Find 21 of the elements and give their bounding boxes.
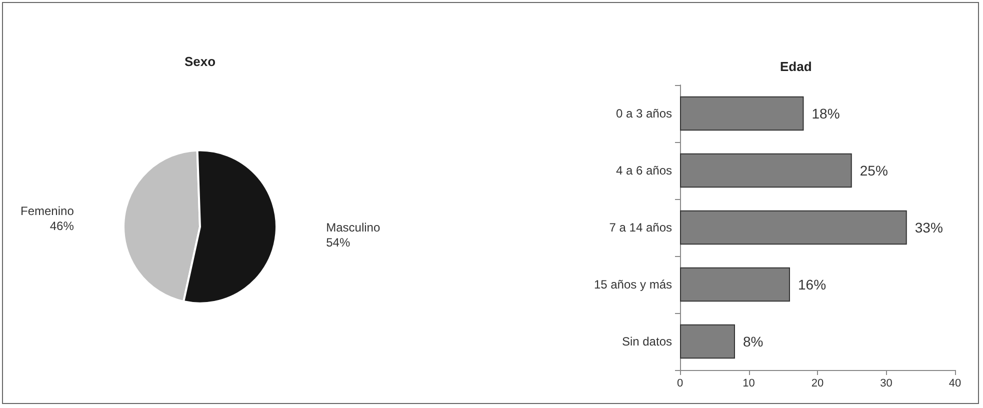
y-tick-label: Sin datos (622, 334, 672, 348)
data-label: 25% (860, 162, 888, 178)
slice-label: Femenino (20, 204, 74, 218)
data-label: 54% (326, 236, 350, 250)
x-tick-label: 30 (880, 378, 892, 390)
data-label: 46% (50, 219, 74, 234)
data-label: 33% (914, 220, 943, 236)
chart-title: Edad (780, 59, 812, 74)
data-label: 16% (798, 276, 826, 292)
data-label: 8% (743, 334, 764, 350)
x-tick-label: 40 (948, 378, 962, 390)
slice-label: Masculino (326, 220, 380, 235)
x-tick-label: 0 (676, 378, 684, 390)
chart-title: Sexo (184, 54, 216, 69)
x-tick-label: 10 (742, 378, 755, 390)
x-tick-label: 20 (811, 378, 824, 390)
data-label: 18% (812, 106, 840, 122)
y-tick-label: 0 a 3 años (616, 106, 672, 120)
y-tick-label: 7 a 14 años (609, 220, 672, 234)
y-tick-label: 15 años y más (594, 278, 672, 292)
y-tick-label: 4 a 6 años (616, 164, 672, 178)
